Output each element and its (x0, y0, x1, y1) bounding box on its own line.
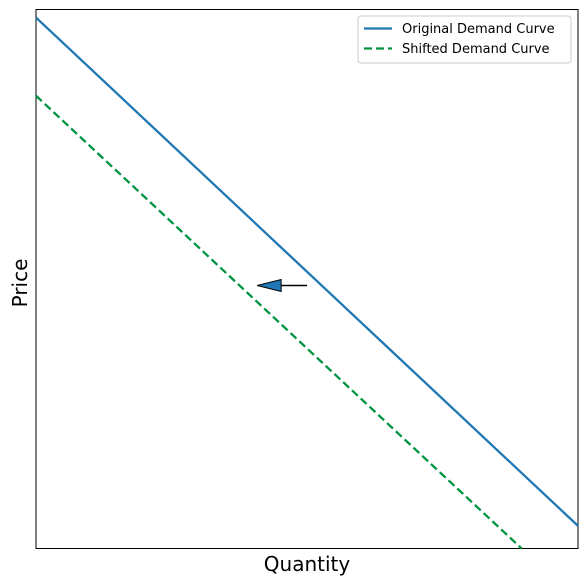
shift-arrow-annotation (257, 278, 307, 293)
series-layer (35, 16, 579, 550)
legend-box (357, 15, 572, 64)
series-line-original-demand (35, 16, 579, 527)
series-line-shifted-demand (35, 94, 523, 550)
legend-label-original: Original Demand Curve (402, 22, 555, 37)
legend-label-shifted: Shifted Demand Curve (402, 42, 550, 57)
legend: Original Demand Curve Shifted Demand Cur… (357, 15, 572, 64)
arrow-head (257, 278, 282, 293)
plot-area (35, 9, 579, 549)
x-axis-label: Quantity (264, 552, 351, 576)
y-axis-label: Price (8, 259, 32, 308)
